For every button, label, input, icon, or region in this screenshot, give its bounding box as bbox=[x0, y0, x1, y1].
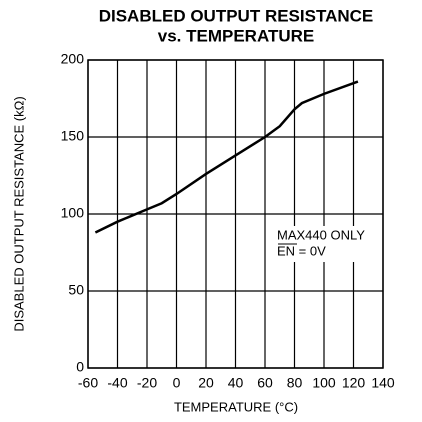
x-tick-label: -40 bbox=[107, 375, 127, 391]
x-tick-label: 60 bbox=[257, 375, 273, 391]
x-tick-label: 100 bbox=[312, 375, 336, 391]
x-tick-label: -60 bbox=[78, 375, 98, 391]
x-tick-label: 80 bbox=[287, 375, 303, 391]
x-tick-label: -20 bbox=[137, 375, 157, 391]
y-tick-label: 100 bbox=[61, 205, 85, 221]
x-axis-label: TEMPERATURE (°C) bbox=[174, 399, 298, 414]
chart-title: DISABLED OUTPUT RESISTANCE bbox=[99, 6, 374, 25]
y-tick-label: 150 bbox=[61, 128, 85, 144]
annotation: EN = 0V bbox=[277, 243, 326, 258]
x-tick-label: 20 bbox=[198, 375, 214, 391]
x-tick-label: 0 bbox=[173, 375, 181, 391]
annotation: MAX440 ONLY bbox=[277, 227, 365, 242]
y-tick-label: 50 bbox=[68, 282, 84, 298]
chart-title: vs. TEMPERATURE bbox=[158, 26, 315, 45]
x-tick-label: 120 bbox=[342, 375, 366, 391]
data-line bbox=[94, 80, 359, 234]
y-tick-label: 0 bbox=[76, 359, 84, 375]
x-tick-label: 140 bbox=[371, 375, 395, 391]
x-tick-label: 40 bbox=[228, 375, 244, 391]
y-axis-label: DISABLED OUTPUT RESISTANCE (kΩ) bbox=[11, 96, 26, 331]
y-tick-label: 200 bbox=[61, 51, 85, 67]
